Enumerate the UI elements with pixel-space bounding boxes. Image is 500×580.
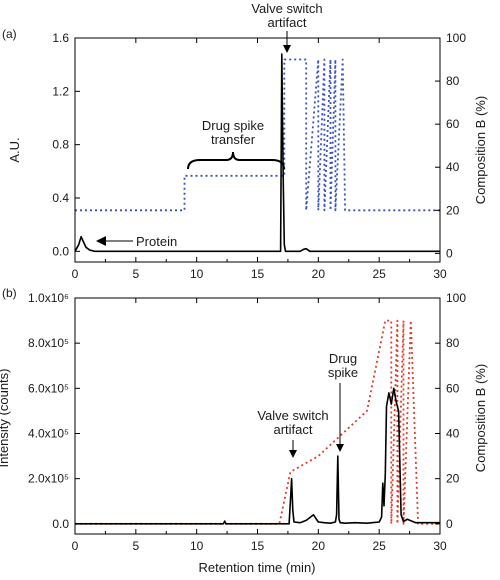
panel-a-y2-tick-label: 100 [446,31,466,45]
panel-b-drug-annotation-line1: Drug [329,351,357,366]
panel-b-x-tick-label: 15 [251,539,265,553]
panel-a-y-axis-label: A.U. [7,137,22,162]
panel-b-series-composition-b-line [75,319,440,525]
panel-a-y-tick-label: 0.4 [52,191,69,205]
panel-a-x-tick-label: 15 [251,267,265,281]
panel-b-x-axis-label: Retention time (min) [198,560,315,575]
panel-b-y-axis-label: Intensity (counts) [0,369,11,468]
panel-b-x-tick-label: 30 [433,539,447,553]
panel-a-y-tick-label: 1.6 [52,31,69,45]
panel-a-y-tick-label: 0.8 [52,138,69,152]
chart-panel-a: (a) 0 5 10 15 20 25 30 0.0 0.4 0.8 1.2 1.6 0 20 40 60 80… [2,1,488,281]
panel-a-series-signal-line [74,53,440,253]
panel-b-y2-tick-label: 40 [446,427,460,441]
panel-b-drug-arrow-head [336,444,344,452]
panel-b-drug-annotation-line2: spike [328,365,358,380]
panel-b-y2-tick-label: 80 [446,336,460,350]
panel-a-protein-annotation: Protein [136,234,177,249]
panel-a-valve-annotation-line1: Valve switch [251,1,322,16]
panel-b-y2-tick-label: 20 [446,472,460,486]
panel-b-y-tick-label: 1.0x10⁶ [28,291,69,305]
panel-a-y2-tick-label: 20 [446,203,460,217]
panel-a-y2-tick-label: 80 [446,74,460,88]
chart-panel-b: (b) 0 5 10 15 20 25 30 0.0 2.0x10⁵ 4.0x10⁵ 6.0x10⁵… [0,286,488,575]
panel-b-valve-arrow-head [289,450,297,458]
panel-b-y2-tick-label: 0 [446,517,453,531]
panel-b-series-signal-line [75,387,440,525]
panel-b-y2-tick-label: 100 [446,291,466,305]
panel-a-protein-arrow-head [96,236,106,246]
panel-a-x-tick-label: 30 [433,267,447,281]
panel-b-x-tick-label: 20 [312,539,326,553]
panel-b-x-tick-label: 5 [132,539,139,553]
panel-b-label: (b) [2,286,17,300]
panel-a-y2-axis-label: Composition B (%) [473,96,488,204]
panel-b-valve-annotation-line2: artifact [273,422,312,437]
panel-a-x-tick-label: 20 [312,267,326,281]
panel-a-valve-annotation-line2: artifact [267,15,306,30]
panel-b-y2-tick-label: 60 [446,381,460,395]
panel-a-drug-annotation-line1: Drug spike [202,118,264,133]
panel-a-frame [74,37,441,263]
panel-a-drug-annotation-line2: transfer [211,132,256,147]
panel-b-x-tick-label: 10 [190,539,204,553]
panel-b-x-tick-label: 25 [372,539,386,553]
panel-b-y-tick-label: 2.0x10⁵ [28,472,69,486]
panel-a-y2-tick-label: 60 [446,117,460,131]
panel-b-y-tick-label: 8.0x10⁵ [28,336,69,350]
panel-a-series-composition-b-line [75,58,440,212]
panel-b-ticks: 0 5 10 15 20 25 30 0.0 2.0x10⁵ 4.0x10⁵ 6.0x10⁵ 8.0x… [28,291,466,553]
panel-a-x-tick-label: 10 [190,267,204,281]
panel-a-y-tick-label: 0.0 [52,244,69,258]
panel-b-y-tick-label: 4.0x10⁵ [28,427,69,441]
panel-a-ticks: 0 5 10 15 20 25 30 0.0 0.4 0.8 1.2 1.6 0 20 40 60 80 100 [52,31,466,281]
panel-b-x-tick-label: 0 [72,539,79,553]
panel-a-x-tick-label: 25 [372,267,386,281]
panel-b-marks [75,319,440,525]
panel-a-drug-brace [187,151,285,170]
panel-b-valve-annotation-line1: Valve switch [257,408,328,423]
panel-a-y2-tick-label: 0 [446,246,453,260]
panel-b-y-tick-label: 0.0 [52,517,69,531]
panel-a-x-tick-label: 5 [132,267,139,281]
panel-a-y2-tick-label: 40 [446,160,460,174]
panel-a-label: (a) [2,27,17,41]
panel-b-y2-axis-label: Composition B (%) [473,364,488,472]
panel-a-x-tick-label: 0 [72,267,79,281]
panel-b-y-tick-label: 6.0x10⁵ [28,381,69,395]
panel-a-valve-arrow-head [283,45,291,53]
panel-a-y-tick-label: 1.2 [52,84,69,98]
panel-a-marks [74,53,440,253]
